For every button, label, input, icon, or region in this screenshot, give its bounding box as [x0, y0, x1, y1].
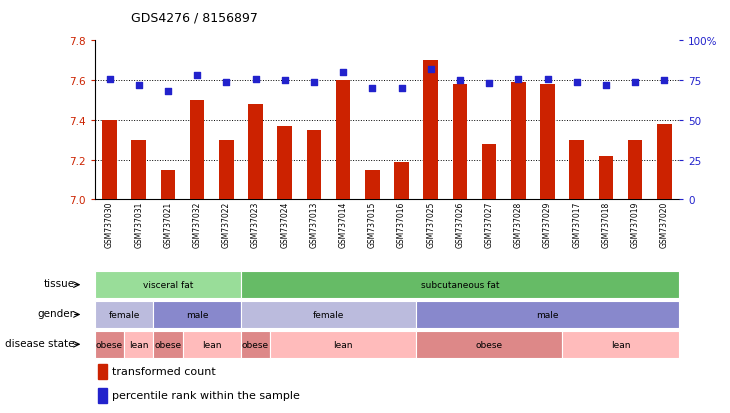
Point — [542, 76, 553, 83]
Text: obese: obese — [154, 340, 182, 349]
Text: visceral fat: visceral fat — [142, 280, 193, 290]
Bar — [219, 140, 234, 200]
Bar — [365, 170, 380, 200]
Text: lean: lean — [129, 340, 148, 349]
Text: lean: lean — [611, 340, 630, 349]
Point — [162, 89, 174, 95]
Bar — [394, 162, 409, 200]
Point — [250, 76, 261, 83]
Bar — [423, 61, 438, 200]
Bar — [562, 331, 679, 358]
Bar — [248, 105, 263, 200]
Text: male: male — [186, 310, 208, 319]
Bar — [131, 140, 146, 200]
Text: tissue: tissue — [43, 278, 74, 288]
Bar — [153, 301, 241, 328]
Bar — [569, 140, 584, 200]
Bar — [416, 301, 679, 328]
Bar — [482, 145, 496, 200]
Bar — [153, 331, 182, 358]
Bar — [241, 331, 270, 358]
Bar — [95, 331, 124, 358]
Point — [600, 83, 612, 89]
Point — [133, 83, 145, 89]
Bar — [453, 85, 467, 200]
Point — [396, 85, 407, 92]
Bar — [190, 101, 204, 200]
Point — [337, 70, 349, 76]
Text: female: female — [109, 310, 139, 319]
Bar — [99, 364, 107, 379]
Text: obese: obese — [475, 340, 503, 349]
Bar — [307, 131, 321, 200]
Text: female: female — [313, 310, 344, 319]
Bar — [99, 389, 107, 404]
Bar — [102, 121, 117, 200]
Text: transformed count: transformed count — [112, 366, 216, 376]
Text: male: male — [537, 310, 558, 319]
Bar — [270, 331, 416, 358]
Bar — [628, 140, 642, 200]
Point — [454, 78, 466, 84]
Bar — [657, 125, 672, 200]
Text: gender: gender — [37, 308, 74, 318]
Bar — [124, 331, 153, 358]
Bar — [599, 156, 613, 200]
Text: disease state: disease state — [5, 338, 74, 348]
Text: GDS4276 / 8156897: GDS4276 / 8156897 — [131, 12, 258, 25]
Bar — [277, 126, 292, 200]
Bar — [540, 85, 555, 200]
Bar — [241, 301, 416, 328]
Bar — [95, 272, 241, 298]
Point — [425, 66, 437, 73]
Bar — [95, 301, 153, 328]
Point — [658, 78, 670, 84]
Bar — [182, 331, 241, 358]
Text: percentile rank within the sample: percentile rank within the sample — [112, 390, 300, 401]
Text: obese: obese — [96, 340, 123, 349]
Point — [366, 85, 378, 92]
Point — [104, 76, 115, 83]
Point — [512, 76, 524, 83]
Point — [629, 79, 641, 86]
Text: subcutaneous fat: subcutaneous fat — [420, 280, 499, 290]
Bar — [336, 81, 350, 200]
Point — [220, 79, 232, 86]
Text: obese: obese — [242, 340, 269, 349]
Bar — [511, 83, 526, 200]
Text: lean: lean — [202, 340, 221, 349]
Point — [571, 79, 583, 86]
Text: lean: lean — [334, 340, 353, 349]
Point — [279, 78, 291, 84]
Bar — [241, 272, 679, 298]
Bar — [161, 170, 175, 200]
Point — [483, 81, 495, 88]
Bar — [416, 331, 562, 358]
Point — [308, 79, 320, 86]
Point — [191, 73, 203, 79]
